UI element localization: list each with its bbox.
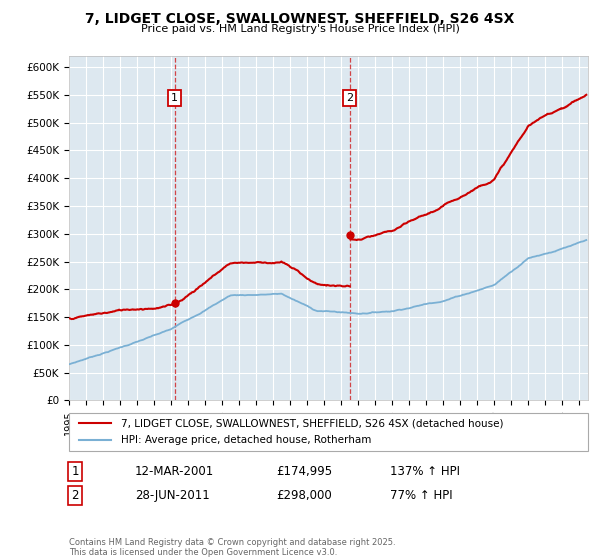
Text: 2: 2	[71, 489, 79, 502]
Text: 7, LIDGET CLOSE, SWALLOWNEST, SHEFFIELD, S26 4SX (detached house): 7, LIDGET CLOSE, SWALLOWNEST, SHEFFIELD,…	[121, 418, 503, 428]
Text: 12-MAR-2001: 12-MAR-2001	[135, 465, 214, 478]
Text: 1: 1	[171, 92, 178, 102]
Text: 137% ↑ HPI: 137% ↑ HPI	[390, 465, 460, 478]
Text: 28-JUN-2011: 28-JUN-2011	[135, 489, 210, 502]
Text: Contains HM Land Registry data © Crown copyright and database right 2025.
This d: Contains HM Land Registry data © Crown c…	[69, 538, 395, 557]
Text: 7, LIDGET CLOSE, SWALLOWNEST, SHEFFIELD, S26 4SX: 7, LIDGET CLOSE, SWALLOWNEST, SHEFFIELD,…	[85, 12, 515, 26]
Text: 2: 2	[346, 92, 353, 102]
Text: 77% ↑ HPI: 77% ↑ HPI	[390, 489, 452, 502]
Text: £298,000: £298,000	[276, 489, 332, 502]
FancyBboxPatch shape	[69, 413, 588, 451]
Text: 1: 1	[71, 465, 79, 478]
Text: HPI: Average price, detached house, Rotherham: HPI: Average price, detached house, Roth…	[121, 435, 371, 445]
Text: £174,995: £174,995	[276, 465, 332, 478]
Text: Price paid vs. HM Land Registry's House Price Index (HPI): Price paid vs. HM Land Registry's House …	[140, 24, 460, 34]
